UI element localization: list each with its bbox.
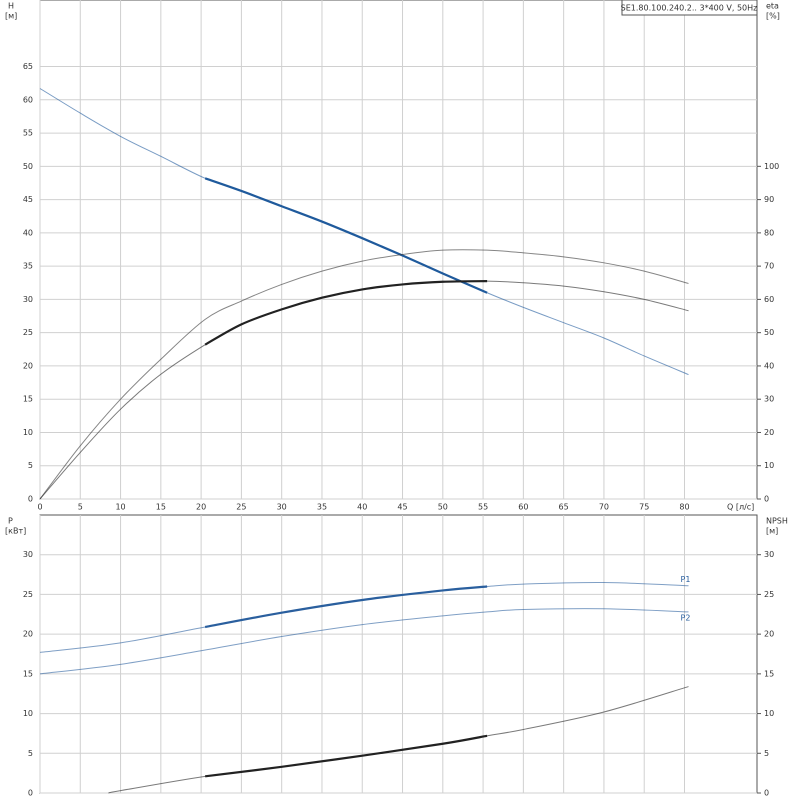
y-tick-label: 30 [23, 295, 33, 304]
y-tick-label: 40 [23, 228, 33, 237]
y2-tick-label: 10 [764, 709, 774, 718]
x-tick-label: 40 [357, 503, 367, 512]
x-tick-label: 35 [317, 503, 327, 512]
y-tick-label: 25 [23, 590, 33, 599]
y2-axis-label: NPSH [766, 517, 788, 526]
y-tick-label: 30 [23, 550, 33, 559]
x-tick-label: 30 [277, 503, 287, 512]
y2-tick-label: 20 [764, 630, 774, 639]
y-tick-label: 15 [23, 395, 33, 404]
y-tick-label: 10 [23, 428, 33, 437]
duty-curve [204, 585, 488, 629]
x-tick-label: 75 [639, 503, 649, 512]
y-axis-unit: [кВт] [5, 527, 26, 536]
x-tick-label: 25 [236, 503, 246, 512]
y-axis-label: P [8, 517, 13, 526]
y2-axis-label: eta [766, 2, 779, 11]
y2-axis-unit: [м] [766, 527, 778, 536]
y-tick-label: 55 [23, 129, 33, 138]
chart-title: SE1.80.100.240.2.. 3*400 V, 50Hz [621, 4, 758, 13]
y2-tick-label: 10 [764, 461, 774, 470]
y2-axis-unit: [%] [766, 12, 780, 21]
y-tick-label: 35 [23, 262, 33, 271]
y-tick-label: 5 [28, 749, 33, 758]
y-tick-label: 5 [28, 461, 33, 470]
y-tick-label: 15 [23, 669, 33, 678]
y-tick-label: 0 [28, 495, 33, 504]
x-tick-label: 50 [438, 503, 448, 512]
y-tick-label: 20 [23, 361, 33, 370]
x-tick-label: 65 [559, 503, 569, 512]
curve [39, 608, 689, 675]
y2-tick-label: 40 [764, 361, 774, 370]
x-tick-label: 0 [37, 503, 42, 512]
plot-area [39, 514, 758, 794]
y2-tick-label: 0 [764, 789, 769, 798]
y2-tick-label: 100 [764, 162, 779, 171]
duty-curve [204, 280, 488, 346]
duty-curve [204, 177, 488, 294]
x-tick-label: 20 [196, 503, 206, 512]
y2-tick-label: 15 [764, 669, 774, 678]
y-tick-label: 60 [23, 95, 33, 104]
y2-tick-label: 80 [764, 228, 774, 237]
y2-tick-label: 60 [764, 295, 774, 304]
title-box [621, 0, 758, 16]
y2-tick-label: 70 [764, 262, 774, 271]
y-tick-label: 50 [23, 162, 33, 171]
y-tick-label: 20 [23, 630, 33, 639]
y2-tick-label: 0 [764, 495, 769, 504]
y2-tick-label: 30 [764, 395, 774, 404]
y-tick-label: 10 [23, 709, 33, 718]
x-tick-label: 70 [599, 503, 609, 512]
y2-tick-label: 25 [764, 590, 774, 599]
y2-tick-label: 20 [764, 428, 774, 437]
x-tick-label: 60 [518, 503, 528, 512]
x-tick-label: 10 [115, 503, 125, 512]
y2-tick-label: 50 [764, 328, 774, 337]
series-label: P2 [681, 613, 691, 622]
y-tick-label: 45 [23, 195, 33, 204]
duty-curve [205, 734, 488, 778]
x-tick-label: 15 [156, 503, 166, 512]
x-tick-label: 80 [679, 503, 689, 512]
x-tick-label: 5 [78, 503, 83, 512]
series-label: P1 [681, 575, 691, 584]
y-tick-label: 25 [23, 328, 33, 337]
x-axis-label: Q [л/с] [727, 503, 754, 512]
y-tick-label: 0 [28, 789, 33, 798]
y2-tick-label: 5 [764, 749, 769, 758]
y-axis-unit: [м] [5, 12, 17, 21]
y-tick-label: 65 [23, 62, 33, 71]
curve [39, 249, 689, 500]
plot-area [39, 0, 758, 500]
y2-tick-label: 30 [764, 550, 774, 559]
x-tick-label: 45 [397, 503, 407, 512]
y2-tick-label: 90 [764, 195, 774, 204]
x-tick-label: 55 [478, 503, 488, 512]
y-axis-label: H [8, 2, 14, 11]
